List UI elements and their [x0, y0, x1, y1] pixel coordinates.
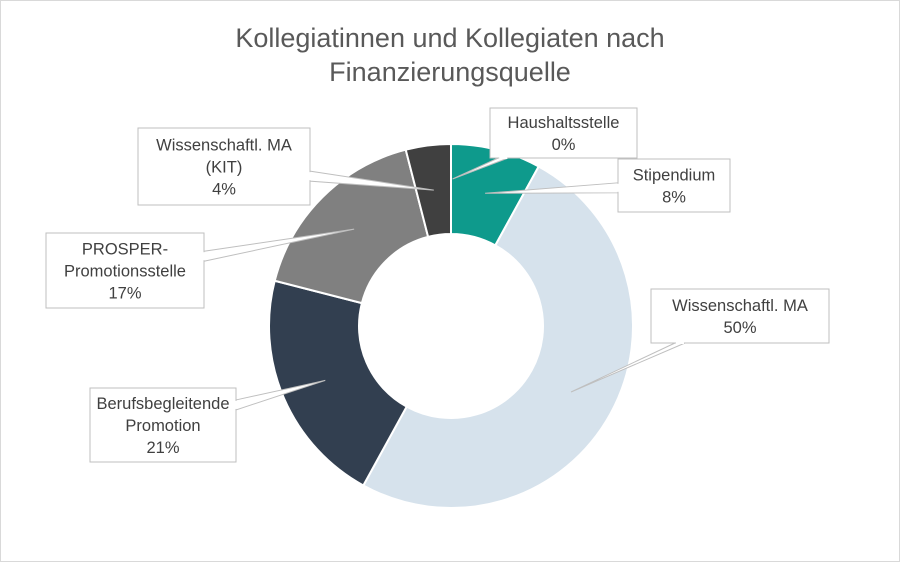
data-label-percent: 8%	[662, 189, 686, 207]
data-label-category: Wissenschaftl. MA	[672, 297, 808, 315]
slice-wissenschaftl-ma-kit[interactable]	[404, 142, 452, 239]
data-label-percent: 17%	[108, 285, 141, 303]
callout-box	[45, 232, 205, 309]
data-label-category: Wissenschaftl. MA	[156, 137, 292, 155]
data-label-percent: 0%	[552, 136, 576, 154]
callout-box	[89, 387, 237, 463]
data-label-percent: 21%	[146, 439, 179, 457]
data-label-percent: 50%	[723, 319, 756, 337]
slices	[268, 142, 634, 509]
chart-title: Kollegiatinnen und Kollegiaten nach Fina…	[1, 21, 899, 89]
data-label-category: Promotionsstelle	[64, 263, 186, 281]
data-label-category: Berufsbegleitende	[96, 395, 229, 413]
callout-box	[650, 288, 830, 344]
data-label-category: Promotion	[125, 417, 200, 435]
slice-berufsbegleitende-promotion[interactable]	[268, 279, 409, 487]
data-label-category: (KIT)	[206, 159, 243, 177]
data-label-category: Stipendium	[633, 167, 716, 185]
chart-title-line-1: Kollegiatinnen und Kollegiaten nach	[235, 23, 665, 53]
chart-title-line-2: Finanzierungsquelle	[329, 57, 571, 87]
slice-prosper-promotionsstelle[interactable]	[273, 148, 430, 305]
data-label-percent: 4%	[212, 181, 236, 199]
data-label-category: PROSPER-	[82, 241, 168, 259]
callout-box	[137, 127, 311, 206]
callout-box	[617, 158, 731, 213]
data-label-category: Haushaltsstelle	[508, 114, 620, 132]
slice-wissenschaftl-ma[interactable]	[361, 165, 634, 509]
callouts: Haushaltsstelle 0% Stipendium 8% Wissenschaf…	[45, 107, 830, 463]
callout-box	[489, 107, 638, 159]
